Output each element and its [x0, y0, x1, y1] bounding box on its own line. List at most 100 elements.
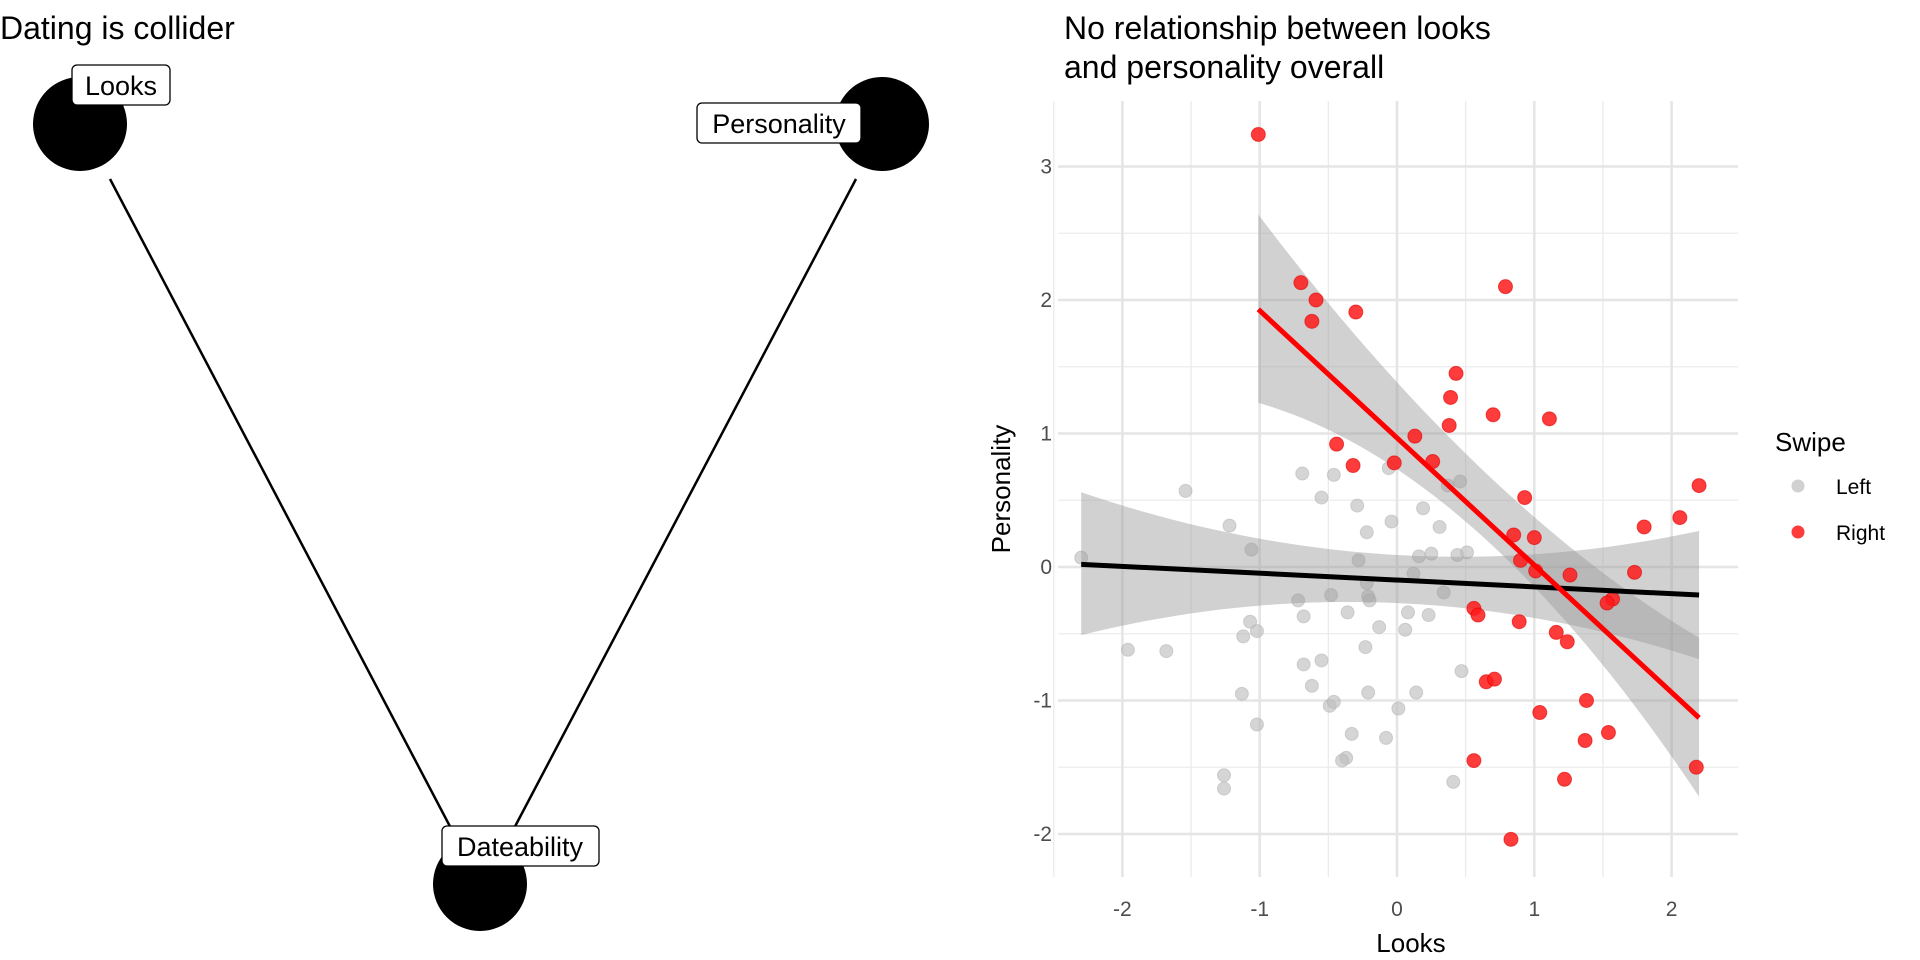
point-right — [1532, 705, 1548, 721]
x-tick-label: 0 — [1391, 898, 1403, 921]
y-tick-label: 0 — [1040, 556, 1052, 579]
x-tick-labels: -2 -1 0 1 2 — [1113, 898, 1677, 921]
y-tick-label: -2 — [1033, 823, 1052, 846]
point-left — [1159, 644, 1174, 659]
point-left — [1236, 629, 1251, 644]
label-dateability-text: Dateability — [457, 832, 584, 862]
point-right — [1448, 365, 1464, 381]
x-axis-title: Looks — [1376, 928, 1445, 958]
legend-label-left: Left — [1836, 476, 1871, 499]
point-right — [1407, 428, 1423, 444]
point-right — [1511, 614, 1527, 630]
point-left — [1249, 624, 1264, 639]
point-left — [1243, 614, 1258, 629]
point-left — [1372, 620, 1387, 635]
point-left — [1244, 542, 1259, 557]
point-left — [1296, 657, 1311, 672]
point-right — [1526, 530, 1542, 546]
x-tick-label: -1 — [1250, 898, 1269, 921]
point-right — [1485, 407, 1501, 423]
point-left — [1291, 593, 1306, 608]
node-personality — [835, 77, 929, 171]
point-right — [1506, 527, 1522, 543]
dag-title: Dating is collider — [0, 10, 235, 46]
x-tick-label: -2 — [1113, 898, 1132, 921]
point-right — [1600, 725, 1616, 741]
point-right — [1562, 567, 1578, 583]
label-personality: Personality — [696, 102, 862, 144]
edge-personality-dateability — [508, 178, 858, 837]
legend: Swipe Left Right — [1775, 427, 1885, 545]
point-left — [1358, 640, 1373, 655]
point-right — [1517, 490, 1533, 506]
point-left — [1398, 622, 1413, 637]
legend-title: Swipe — [1775, 427, 1846, 457]
point-right — [1441, 417, 1457, 433]
point-left — [1295, 466, 1310, 481]
point-left — [1391, 701, 1406, 716]
point-left — [1416, 501, 1431, 516]
point-right — [1443, 389, 1459, 405]
point-right — [1691, 478, 1707, 494]
x-tick-label: 2 — [1666, 898, 1678, 921]
point-left — [1314, 490, 1329, 505]
point-left — [1074, 550, 1089, 565]
point-left — [1421, 608, 1436, 623]
point-right — [1578, 693, 1594, 708]
point-left — [1453, 474, 1468, 489]
point-right — [1636, 519, 1652, 535]
point-right — [1486, 671, 1502, 687]
point-left — [1432, 519, 1447, 534]
point-right — [1548, 624, 1564, 640]
point-right — [1348, 304, 1364, 320]
point-right — [1250, 126, 1266, 142]
point-right — [1627, 564, 1643, 580]
y-tick-label: 1 — [1040, 423, 1052, 446]
point-left — [1359, 525, 1374, 540]
scatter-panel: No relationship between looks and person… — [986, 10, 1885, 958]
point-right — [1466, 753, 1482, 769]
fit-line-left — [1081, 561, 1700, 598]
fit-lines — [1081, 307, 1701, 720]
y-tick-label: -1 — [1033, 690, 1052, 713]
fit-line-right — [1256, 307, 1701, 720]
point-left — [1351, 553, 1366, 568]
points-right — [1250, 126, 1707, 847]
points-left — [1074, 461, 1475, 796]
point-left — [1384, 514, 1399, 529]
label-dateability: Dateability — [441, 825, 600, 867]
point-left — [1362, 593, 1377, 608]
point-left — [1379, 730, 1394, 745]
point-left — [1296, 609, 1311, 624]
point-left — [1400, 605, 1415, 620]
y-tick-labels: -2 -1 0 1 2 3 — [1033, 156, 1052, 847]
point-left — [1120, 642, 1135, 657]
point-left — [1178, 483, 1193, 498]
point-left — [1304, 678, 1319, 693]
point-left — [1350, 498, 1365, 513]
point-left — [1326, 467, 1341, 482]
point-right — [1308, 292, 1324, 308]
point-left — [1335, 753, 1350, 768]
y-tick-label: 2 — [1040, 289, 1052, 312]
point-left — [1217, 768, 1232, 783]
point-left — [1217, 781, 1232, 796]
point-left — [1234, 686, 1249, 701]
point-left — [1436, 585, 1451, 600]
ci-band-left — [1081, 492, 1700, 660]
point-right — [1386, 455, 1402, 471]
label-looks-text: Looks — [85, 71, 157, 101]
legend-label-right: Right — [1836, 522, 1885, 545]
point-left — [1326, 694, 1341, 709]
point-left — [1340, 605, 1355, 620]
point-right — [1293, 275, 1309, 291]
point-right — [1672, 510, 1688, 526]
point-left — [1446, 774, 1461, 789]
point-right — [1497, 279, 1513, 295]
point-right — [1345, 458, 1361, 474]
point-right — [1470, 607, 1486, 623]
point-right — [1503, 831, 1519, 847]
point-left — [1361, 685, 1376, 700]
point-right — [1577, 733, 1593, 749]
